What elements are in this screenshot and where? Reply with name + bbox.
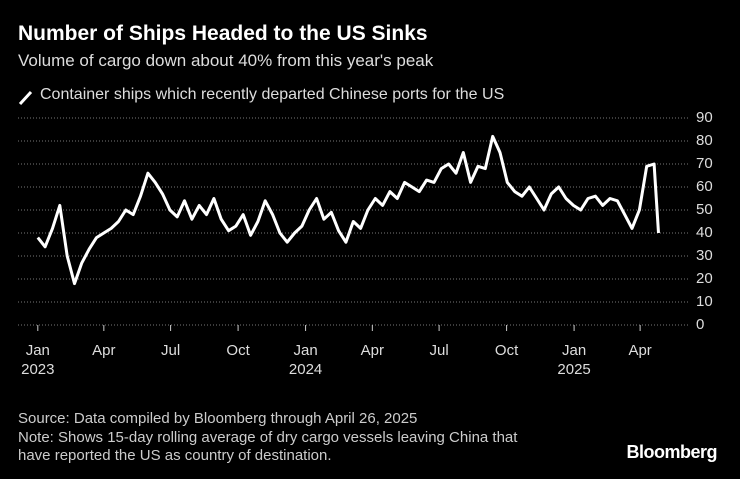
x-tick-label: Oct [495, 342, 519, 359]
y-tick-label: 60 [696, 178, 713, 195]
chart-title: Number of Ships Headed to the US Sinks [18, 22, 428, 45]
x-tick-label: Jul [430, 342, 449, 359]
source: Source: Data compiled by Bloomberg throu… [18, 410, 418, 427]
chart: 0 10 20 30 40 50 60 70 80 90 Jan Apr Jul Oct Jan Apr Jul… [18, 90, 713, 378]
note: Note: Shows 15-day rolling average of dr… [18, 429, 518, 464]
x-tick-label: Jan [562, 342, 586, 359]
x-tick-label: Apr [628, 342, 651, 359]
y-tick-label: 20 [696, 270, 713, 287]
x-tick-label: Apr [361, 342, 384, 359]
y-tick-label: 50 [696, 201, 713, 218]
x-tick-label: Jan [293, 342, 317, 359]
x-tick-label: Oct [226, 342, 250, 359]
y-tick-label: 70 [696, 155, 713, 172]
legend-label: Container ships which recently departed … [40, 86, 505, 103]
y-tick-label: 0 [696, 316, 704, 333]
x-year-label: 2023 [21, 361, 54, 378]
legend-swatch [18, 90, 33, 106]
brand: Bloomberg [626, 442, 717, 462]
data-line [36, 134, 660, 286]
y-tick-label: 40 [696, 224, 713, 241]
x-year-label: 2025 [557, 361, 590, 378]
chart-subtitle: Volume of cargo down about 40% from this… [18, 51, 434, 70]
x-tick-label: Jul [161, 342, 180, 359]
y-tick-label: 80 [696, 132, 713, 149]
y-tick-label: 90 [696, 109, 713, 126]
y-tick-label: 10 [696, 293, 713, 310]
x-year-label: 2024 [289, 361, 322, 378]
x-tick-label: Apr [92, 342, 115, 359]
x-tick-label: Jan [26, 342, 50, 359]
y-tick-label: 30 [696, 247, 713, 264]
